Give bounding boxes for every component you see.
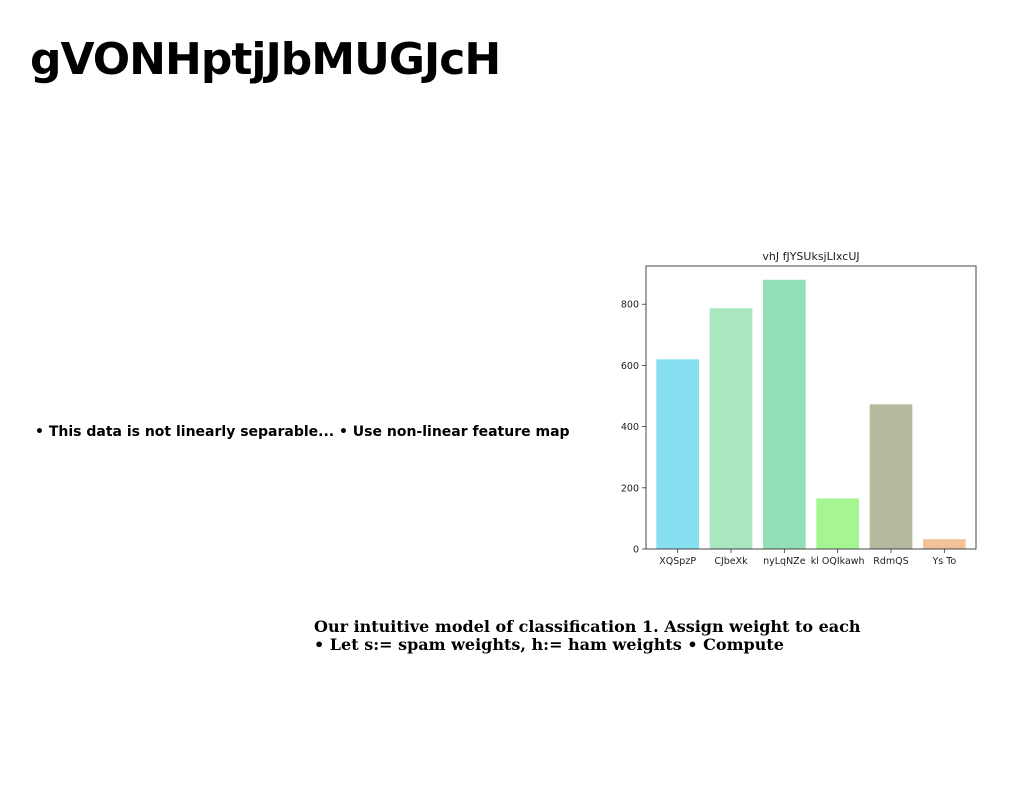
- x-tick-label-1: XQSpzP: [659, 556, 696, 567]
- bar-3: [763, 279, 806, 549]
- bar-1: [656, 359, 699, 549]
- x-tick-label-4: kl OQIkawh: [811, 556, 865, 567]
- y-tick-label-4: 600: [621, 361, 639, 372]
- bar-6: [923, 539, 966, 549]
- caption-line-1: Our intuitive model of classification 1.…: [314, 617, 861, 636]
- y-tick-label-3: 400: [621, 422, 639, 433]
- x-tick-label-2: CJbeXk: [714, 556, 748, 567]
- bar-2: [709, 308, 753, 549]
- plot-area: XQSpzP CJbeXk nyLqNZe kl OQIkawh RdmQS Ys To 0…: [621, 265, 977, 567]
- y-tick-label-2: 200: [621, 483, 639, 494]
- bullet-text: • This data is not linearly separable...…: [35, 424, 570, 440]
- y-tick-label-1: 0: [633, 545, 639, 556]
- bar-5: [869, 404, 913, 549]
- y-tick-label-5: 800: [621, 300, 639, 311]
- chart-title: vhJ fJYSUksjLIxcUJ: [762, 250, 859, 263]
- plot-frame: [645, 265, 977, 550]
- caption-line-2: • Let s:= spam weights, h:= ham weights …: [314, 635, 784, 654]
- x-tick-label-6: Ys To: [931, 556, 956, 567]
- slide-caption: Our intuitive model of classification 1.…: [314, 618, 861, 654]
- x-tick-label-3: nyLqNZe: [763, 556, 806, 567]
- x-tick-label-5: RdmQS: [873, 556, 908, 567]
- bar-chart: vhJ fJYSUksjLIxcUJ XQSpzP CJbeXk nyLqNZe kl…: [621, 250, 977, 567]
- slide-title: gVONHptjJbMUGJcH: [30, 34, 501, 85]
- bar-4: [816, 498, 859, 549]
